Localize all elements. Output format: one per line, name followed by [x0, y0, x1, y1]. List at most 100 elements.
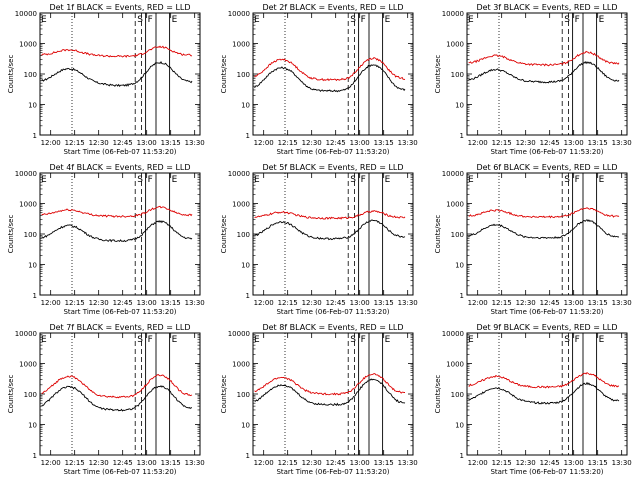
x-tick-label: 12:45: [326, 299, 346, 307]
y-tick-label: 10: [455, 262, 464, 270]
x-tick-label: 12:00: [254, 139, 274, 147]
y-tick-label: 10: [28, 102, 37, 110]
y-tick-label: 10: [28, 422, 37, 430]
plot-title: Det 6f BLACK = Events, RED = LLD: [476, 163, 617, 172]
y-tick-label: 10: [241, 262, 250, 270]
marker-label: F: [361, 335, 366, 345]
marker-label: E: [385, 175, 391, 185]
marker-label: S: [137, 15, 143, 25]
x-tick-label: 12:00: [41, 299, 61, 307]
y-tick-label: 10: [455, 102, 464, 110]
plot-frame: [466, 172, 628, 296]
x-tick-label: 12:30: [89, 459, 109, 467]
x-tick-label: 13:15: [161, 139, 181, 147]
marker-label: S: [137, 175, 143, 185]
lld-series-line: [468, 50, 620, 67]
marker-label: E: [468, 175, 474, 185]
marker-label: S: [564, 335, 570, 345]
x-tick-label: 13:00: [564, 299, 584, 307]
lld-series-line: [468, 207, 620, 219]
y-tick-label: 1000: [232, 201, 250, 209]
events-series-line: [468, 219, 620, 240]
lld-series-line: [254, 57, 406, 82]
y-tick-label: 10000: [228, 10, 250, 18]
y-tick-label: 100: [24, 71, 37, 79]
x-tick-label: 12:45: [113, 459, 133, 467]
y-tick-label: 10000: [15, 10, 37, 18]
y-tick-label: 100: [237, 391, 250, 399]
panel-6: Det 6f BLACK = Events, RED = LLD 1 10 100 10…: [434, 163, 632, 316]
x-tick-label: 13:15: [161, 299, 181, 307]
x-tick-label: 12:30: [89, 139, 109, 147]
x-tick-label: 12:30: [302, 459, 322, 467]
plot-title: Det 9f BLACK = Events, RED = LLD: [476, 323, 617, 332]
panel-7: Det 7f BLACK = Events, RED = LLD 1 10 100 10…: [7, 323, 205, 476]
plot-frame: [39, 332, 201, 456]
panel-5: Det 5f BLACK = Events, RED = LLD 1 10 100 10…: [220, 163, 418, 316]
panel-9: Det 9f BLACK = Events, RED = LLD 1 10 100 10…: [434, 323, 632, 476]
marker-label: F: [575, 175, 580, 185]
marker-label: E: [172, 175, 178, 185]
x-axis-label: Start Time (06-Feb-07 11:53:20): [276, 468, 389, 476]
x-tick-label: 12:15: [492, 139, 512, 147]
x-tick-label: 13:00: [350, 299, 370, 307]
marker-label: F: [361, 175, 366, 185]
y-tick-label: 10: [241, 102, 250, 110]
events-series-line: [254, 64, 406, 93]
x-tick-label: 13:30: [398, 459, 418, 467]
marker-label: S: [137, 335, 143, 345]
x-tick-label: 12:15: [65, 459, 85, 467]
y-tick-label: 10: [28, 262, 37, 270]
y-tick-label: 10: [241, 422, 250, 430]
y-tick-label: 1: [246, 292, 250, 300]
lld-series-line: [41, 205, 193, 218]
events-series-line: [41, 61, 193, 87]
y-axis-label: Counts/sec: [434, 55, 442, 94]
marker-label: S: [564, 15, 570, 25]
x-tick-label: 12:00: [254, 299, 274, 307]
y-axis-label: Counts/sec: [7, 55, 15, 94]
x-tick-label: 13:30: [612, 459, 632, 467]
marker-label: F: [361, 15, 366, 25]
x-axis-label: Start Time (06-Feb-07 11:53:20): [276, 308, 389, 316]
y-tick-label: 1000: [446, 361, 464, 369]
plot-frame: [252, 12, 414, 136]
x-tick-label: 12:30: [516, 299, 536, 307]
x-tick-label: 13:30: [398, 139, 418, 147]
x-tick-label: 12:30: [302, 139, 322, 147]
x-tick-label: 12:30: [89, 299, 109, 307]
y-axis-label: Counts/sec: [220, 375, 228, 414]
events-series-line: [254, 219, 406, 241]
y-tick-label: 1000: [19, 41, 37, 49]
y-tick-label: 1000: [232, 361, 250, 369]
marker-label: E: [172, 15, 178, 25]
x-tick-label: 12:45: [540, 299, 560, 307]
y-tick-label: 10000: [228, 330, 250, 338]
marker-label: E: [599, 15, 605, 25]
y-tick-label: 1000: [446, 201, 464, 209]
lld-series-line: [254, 373, 405, 396]
marker-label: E: [468, 15, 474, 25]
marker-label: F: [575, 335, 580, 345]
x-axis-label: Start Time (06-Feb-07 11:53:20): [63, 308, 176, 316]
events-series-line: [468, 61, 620, 84]
y-tick-label: 100: [451, 231, 464, 239]
x-tick-label: 12:00: [254, 459, 274, 467]
x-tick-label: 13:15: [588, 139, 608, 147]
marker-label: F: [148, 175, 153, 185]
x-tick-label: 13:00: [350, 459, 370, 467]
y-axis-label: Counts/sec: [220, 55, 228, 94]
y-axis-label: Counts/sec: [434, 215, 442, 254]
events-series-line: [41, 385, 193, 412]
x-tick-label: 12:15: [65, 139, 85, 147]
x-tick-label: 12:00: [41, 139, 61, 147]
y-axis-label: Counts/sec: [434, 375, 442, 414]
x-axis-label: Start Time (06-Feb-07 11:53:20): [490, 148, 603, 156]
x-tick-label: 12:15: [65, 299, 85, 307]
x-axis-label: Start Time (06-Feb-07 11:53:20): [63, 148, 176, 156]
plot-title: Det 7f BLACK = Events, RED = LLD: [49, 323, 190, 332]
y-axis-label: Counts/sec: [7, 375, 15, 414]
x-tick-label: 12:00: [41, 459, 61, 467]
x-tick-label: 13:00: [137, 139, 157, 147]
x-tick-label: 12:45: [113, 139, 133, 147]
